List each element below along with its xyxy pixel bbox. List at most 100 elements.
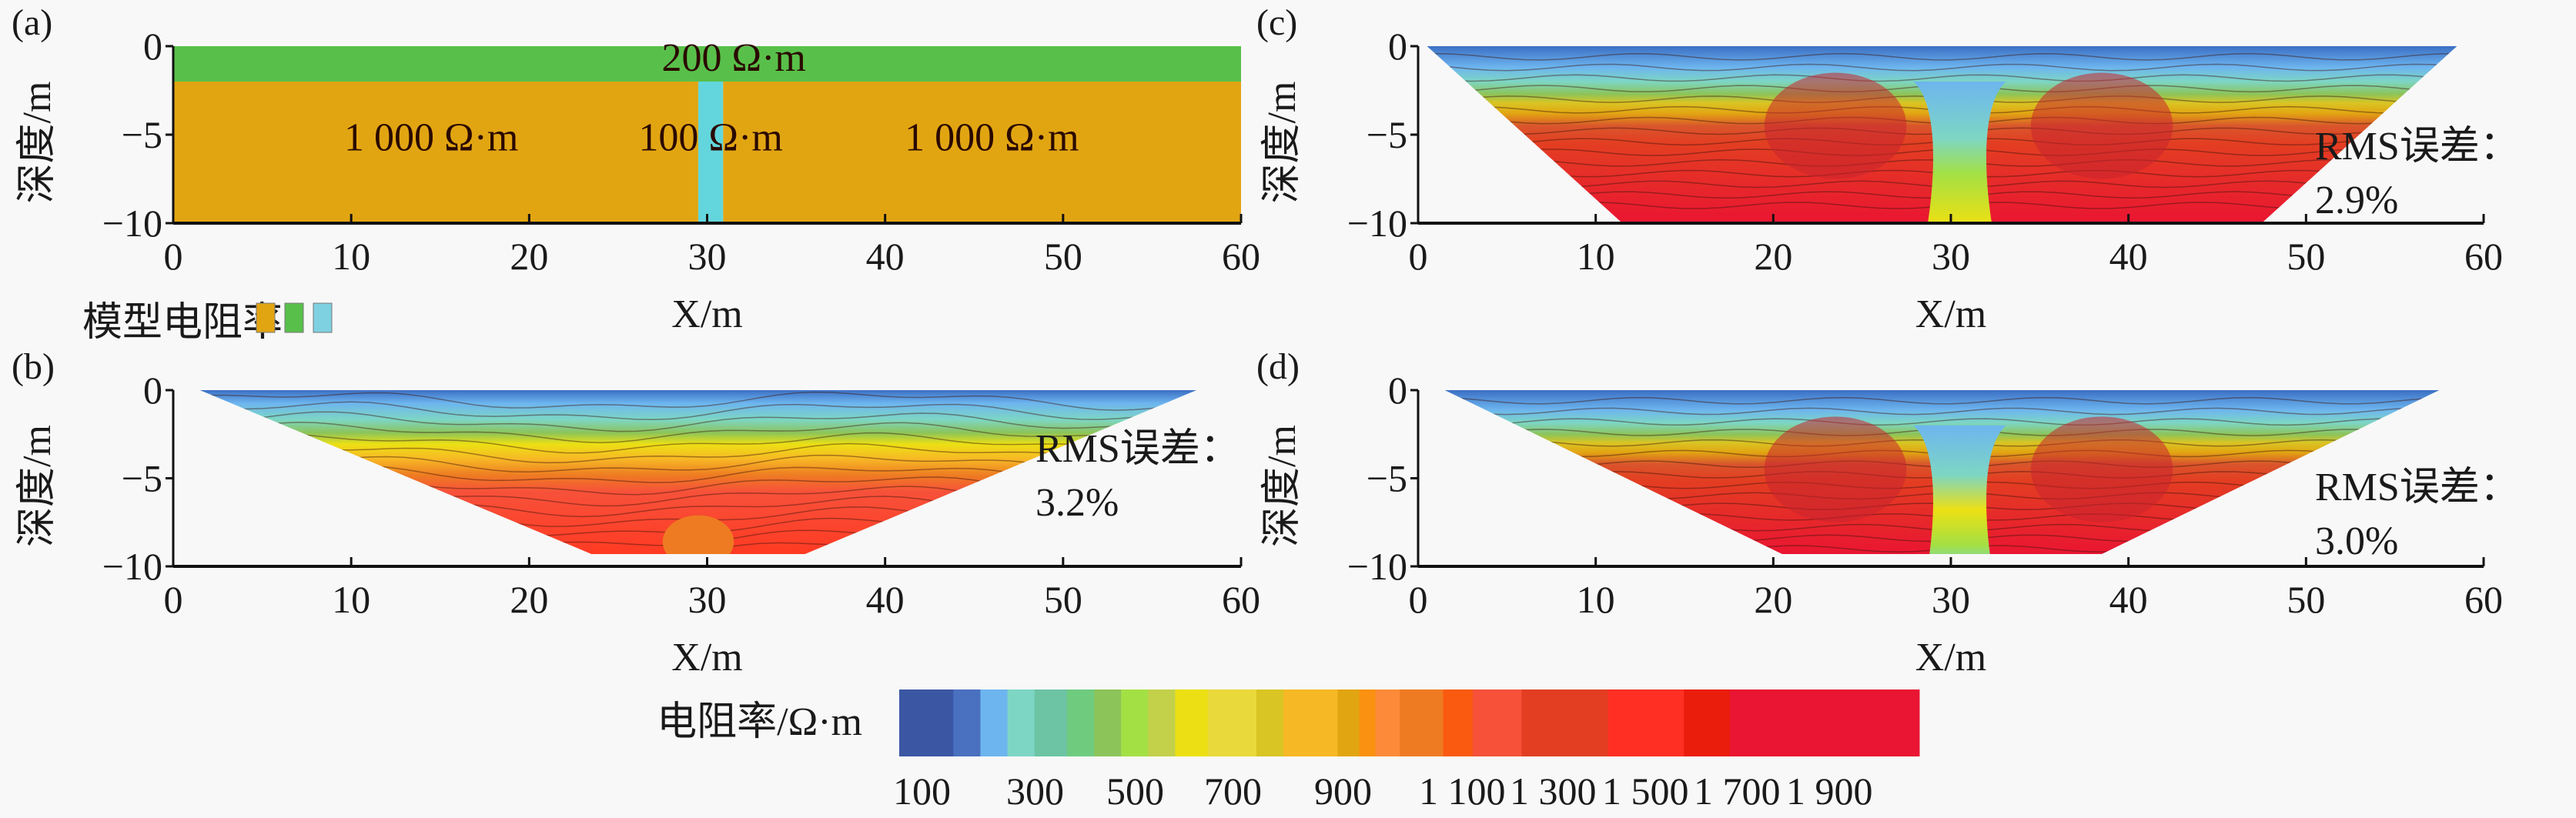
colorbar-segment [980, 689, 1009, 756]
colorbar-tick-label: 1 700 [1694, 770, 1781, 813]
x-tick-label: 0 [1409, 578, 1428, 621]
model-right-block [723, 82, 1241, 223]
x-tick-label: 30 [1932, 235, 1970, 278]
x-tick-label: 50 [1044, 578, 1082, 621]
colorbar-segment [1034, 689, 1068, 756]
contour-line [199, 422, 1197, 443]
panel-b: RMS误差： 3.2% 0 10 20 30 40 50 60 0 −5 −10 X/m 深度/m (b) [12, 346, 1260, 679]
legend-swatch [256, 302, 276, 333]
panel-a: 200 Ω·m 1 000 Ω·m 100 Ω·m 1 000 Ω·m 模型电阻率 0 10… [12, 2, 1260, 345]
colorbar-segment [1094, 689, 1122, 756]
colorbar-tick-label: 700 [1204, 770, 1262, 813]
rms-value: 3.0% [2315, 519, 2398, 563]
colorbar: 电阻率/Ω·m 100 300 500 700 900 1 100 1 300 1 500 1 7… [657, 689, 1920, 813]
contour-line [199, 411, 1197, 432]
panel-label: (c) [1256, 2, 1297, 43]
colorbar-segment [1175, 689, 1209, 756]
rms-label: RMS误差： [2315, 466, 2520, 509]
colorbar-tick-label: 1 100 [1419, 770, 1506, 813]
y-axis-label: 深度/m [1260, 82, 1304, 204]
colorbar-segment [1729, 689, 1920, 756]
contour-line [199, 401, 1197, 421]
colorbar-tick-label: 900 [1314, 770, 1372, 813]
colorbar-segment [1375, 689, 1400, 756]
colorbar-segment [1684, 689, 1731, 756]
model-label-dike: 100 Ω·m [638, 116, 782, 160]
colorbar-segment [953, 689, 981, 756]
y-tick-label: −5 [122, 457, 162, 500]
colorbar-segment [1400, 689, 1444, 756]
colorbar-segment [1007, 689, 1035, 756]
rms-value: 3.2% [1035, 481, 1119, 525]
x-tick-label: 30 [688, 578, 727, 621]
y-tick-label: 0 [143, 25, 162, 68]
x-tick-label: 0 [164, 235, 183, 278]
colorbar-segment [899, 689, 954, 756]
colorbar-segment [1337, 689, 1360, 756]
contour-line [1427, 74, 2457, 82]
model-label-right: 1 000 Ω·m [905, 116, 1079, 160]
y-tick-label: −10 [102, 202, 162, 245]
x-tick-label: 60 [1222, 235, 1260, 278]
x-tick-label: 10 [332, 578, 370, 621]
y-tick-label: −5 [1367, 113, 1407, 156]
colorbar-segment [1256, 689, 1284, 756]
high-resistivity-zone [2030, 72, 2173, 179]
x-tick-label: 40 [2109, 235, 2148, 278]
bottom-anomaly [662, 515, 734, 554]
x-tick-label: 40 [866, 578, 905, 621]
colorbar-title: 电阻率/Ω·m [657, 700, 862, 744]
colorbar-segment [1066, 689, 1095, 756]
contour-line [1427, 63, 2457, 72]
high-resistivity-zone [1764, 72, 1907, 179]
inversion-section [199, 390, 1197, 554]
x-tick-label: 10 [1577, 235, 1615, 278]
model-label-left: 1 000 Ω·m [344, 116, 518, 160]
x-tick-label: 20 [1754, 578, 1792, 621]
y-tick-label: 0 [1388, 25, 1407, 68]
colorbar-segment [1443, 689, 1474, 756]
y-tick-label: −10 [1347, 202, 1407, 245]
panel-label: (d) [1256, 346, 1300, 387]
colorbar-segment [1359, 689, 1377, 756]
x-tick-label: 50 [2287, 578, 2325, 621]
colorbar-segment [1521, 689, 1609, 756]
y-tick-label: −10 [102, 545, 162, 588]
y-tick-label: 0 [143, 369, 162, 412]
colorbar-tick-label: 500 [1106, 770, 1164, 813]
legend-title: 模型电阻率 [82, 301, 283, 345]
x-tick-label: 60 [2464, 235, 2503, 278]
contour-line [1444, 418, 2440, 426]
colorbar-tick-label: 1 500 [1602, 770, 1689, 813]
colorbar-segment [1607, 689, 1684, 756]
colorbar-tick-label: 300 [1006, 770, 1064, 813]
x-tick-label: 10 [332, 235, 370, 278]
x-tick-label: 20 [510, 235, 548, 278]
legend-swatch [313, 302, 333, 333]
x-tick-label: 40 [2109, 578, 2148, 621]
x-tick-label: 60 [2464, 578, 2503, 621]
y-axis-label: 深度/m [15, 82, 59, 204]
x-axis-label: X/m [671, 636, 742, 679]
y-tick-label: −5 [122, 113, 162, 156]
x-tick-label: 10 [1577, 578, 1615, 621]
x-tick-label: 0 [164, 578, 183, 621]
x-tick-label: 50 [1044, 235, 1082, 278]
high-resistivity-zone [2030, 416, 2173, 523]
x-axis-label: X/m [1915, 636, 1986, 679]
colorbar-tick-label: 1 300 [1510, 770, 1597, 813]
model-left-block [173, 82, 698, 223]
contour-line [1444, 396, 2440, 405]
low-resistivity-anomaly [1913, 425, 2006, 554]
colorbar-segment [1121, 689, 1149, 756]
high-resistivity-zone [1764, 416, 1907, 523]
y-axis-label: 深度/m [1260, 425, 1304, 547]
colorbar-segment [1473, 689, 1522, 756]
contour-line [1427, 52, 2457, 61]
colorbar-segment [1207, 689, 1257, 756]
legend-swatch [284, 302, 304, 333]
low-resistivity-anomaly [1913, 82, 2006, 223]
panel-d: RMS误差： 3.0% 0 10 20 30 40 50 60 0 −5 −10 X/m 深度/m (d) [1256, 346, 2520, 679]
x-axis-label: X/m [671, 292, 742, 336]
